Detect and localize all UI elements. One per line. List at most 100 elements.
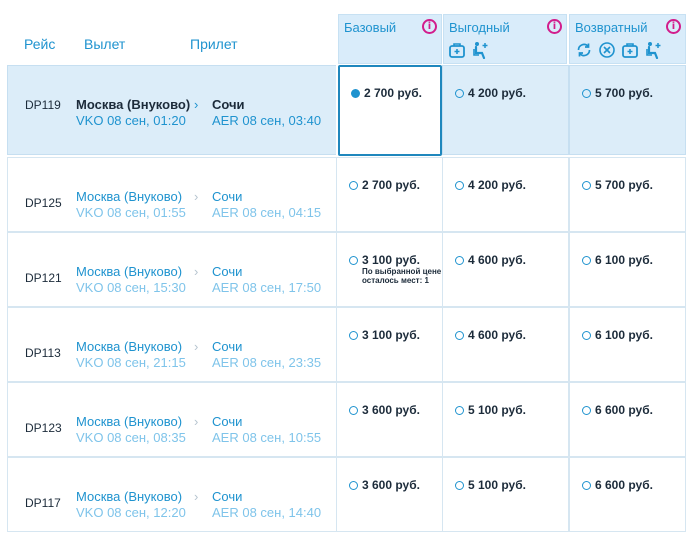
fare-price: 3 600 руб. bbox=[349, 403, 420, 417]
fare-cell-profitable[interactable]: 4 200 руб. bbox=[442, 65, 569, 155]
fare-cell-profitable[interactable]: 4 200 руб. bbox=[442, 157, 569, 232]
fare-price: 6 600 руб. bbox=[582, 403, 653, 417]
arrival-info: Сочи AER 08 сен, 23:35 bbox=[212, 339, 332, 371]
radio-icon[interactable] bbox=[455, 330, 464, 340]
fare-cell-basic[interactable]: 3 600 руб. bbox=[336, 382, 443, 457]
fare-cell-basic[interactable]: 3 100 руб. По выбранной цене осталось ме… bbox=[336, 232, 443, 307]
departure-info: Москва (Внуково) VKO 08 сен, 08:35 bbox=[76, 414, 194, 446]
refund-icon bbox=[599, 42, 615, 58]
radio-icon[interactable] bbox=[349, 480, 358, 490]
departure-time: VKO 08 сен, 12:20 bbox=[76, 505, 186, 520]
chevron-right-icon: › bbox=[194, 414, 199, 429]
flight-row[interactable]: DP125 Москва (Внуково) VKO 08 сен, 01:55… bbox=[7, 157, 336, 232]
arrival-time: AER 08 сен, 03:40 bbox=[212, 113, 322, 128]
fare-cell-profitable[interactable]: 5 100 руб. bbox=[442, 382, 569, 457]
fare-cell-profitable[interactable]: 5 100 руб. bbox=[442, 457, 569, 532]
radio-icon[interactable] bbox=[455, 180, 464, 190]
fare-price: 6 600 руб. bbox=[582, 478, 653, 492]
arrival-time: AER 08 сен, 17:50 bbox=[212, 280, 322, 295]
arrival-info: Сочи AER 08 сен, 04:15 bbox=[212, 189, 332, 221]
fare-cell-basic[interactable]: 3 600 руб. bbox=[336, 457, 443, 532]
flight-number: DP119 bbox=[25, 98, 61, 112]
radio-selected-icon[interactable] bbox=[351, 88, 360, 98]
departure-time: VKO 08 сен, 15:30 bbox=[76, 280, 186, 295]
info-icon[interactable]: i bbox=[666, 19, 681, 34]
flight-row[interactable]: DP113 Москва (Внуково) VKO 08 сен, 21:15… bbox=[7, 307, 336, 382]
arrival-city: Сочи bbox=[212, 414, 243, 429]
fare-header-basic: Базовый i bbox=[338, 14, 442, 64]
radio-icon[interactable] bbox=[455, 405, 464, 415]
arrival-city: Сочи bbox=[212, 97, 245, 112]
exchange-icon bbox=[577, 43, 591, 57]
radio-icon[interactable] bbox=[582, 88, 591, 98]
flight-row[interactable]: DP119 Москва (Внуково) VKO 08 сен, 01:20… bbox=[7, 65, 336, 155]
arrival-city: Сочи bbox=[212, 264, 243, 279]
flight-row[interactable]: DP121 Москва (Внуково) VKO 08 сен, 15:30… bbox=[7, 232, 336, 307]
fare-cell-profitable[interactable]: 4 600 руб. bbox=[442, 307, 569, 382]
departure-info: Москва (Внуково) VKO 08 сен, 12:20 bbox=[76, 489, 194, 521]
flight-number: DP113 bbox=[25, 346, 61, 360]
fare-cell-basic[interactable]: 2 700 руб. bbox=[338, 65, 442, 156]
info-icon[interactable]: i bbox=[547, 19, 562, 34]
fare-cell-return[interactable]: 6 100 руб. bbox=[569, 307, 686, 382]
luggage-icon bbox=[449, 43, 465, 58]
radio-icon[interactable] bbox=[582, 330, 591, 340]
arrival-city: Сочи bbox=[212, 339, 243, 354]
departure-city: Москва (Внуково) bbox=[76, 339, 183, 354]
fare-price: 4 600 руб. bbox=[455, 253, 526, 267]
radio-icon[interactable] bbox=[582, 405, 591, 415]
departure-time: VKO 08 сен, 08:35 bbox=[76, 430, 186, 445]
radio-icon[interactable] bbox=[455, 480, 464, 490]
radio-icon[interactable] bbox=[455, 255, 464, 265]
departure-time: VKO 08 сен, 01:55 bbox=[76, 205, 186, 220]
header-arrival: Прилет bbox=[190, 36, 238, 52]
arrival-time: AER 08 сен, 14:40 bbox=[212, 505, 322, 520]
radio-icon[interactable] bbox=[349, 255, 358, 265]
fare-price: 6 100 руб. bbox=[582, 328, 653, 342]
radio-icon[interactable] bbox=[455, 88, 464, 98]
flight-number: DP125 bbox=[25, 196, 62, 210]
fare-price: 5 100 руб. bbox=[455, 403, 526, 417]
fare-price: 5 700 руб. bbox=[582, 178, 653, 192]
fare-cell-return[interactable]: 6 100 руб. bbox=[569, 232, 686, 307]
arrival-time: AER 08 сен, 04:15 bbox=[212, 205, 322, 220]
luggage-icon bbox=[622, 43, 638, 58]
fare-cell-return[interactable]: 5 700 руб. bbox=[569, 65, 686, 155]
fare-price: 4 200 руб. bbox=[455, 178, 526, 192]
arrival-city: Сочи bbox=[212, 189, 243, 204]
flight-row[interactable]: DP117 Москва (Внуково) VKO 08 сен, 12:20… bbox=[7, 457, 336, 532]
flight-row[interactable]: DP123 Москва (Внуково) VKO 08 сен, 08:35… bbox=[7, 382, 336, 457]
fare-price: 4 200 руб. bbox=[455, 86, 526, 100]
radio-icon[interactable] bbox=[582, 180, 591, 190]
fare-cell-return[interactable]: 6 600 руб. bbox=[569, 382, 686, 457]
info-icon[interactable]: i bbox=[422, 19, 437, 34]
radio-icon[interactable] bbox=[582, 480, 591, 490]
fare-cell-basic[interactable]: 2 700 руб. bbox=[336, 157, 443, 232]
arrival-info: Сочи AER 08 сен, 17:50 bbox=[212, 264, 332, 296]
chevron-right-icon: › bbox=[194, 339, 199, 354]
fare-price: 4 600 руб. bbox=[455, 328, 526, 342]
fare-price: 2 700 руб. bbox=[351, 86, 422, 100]
fare-cell-basic[interactable]: 3 100 руб. bbox=[336, 307, 443, 382]
radio-icon[interactable] bbox=[349, 180, 358, 190]
arrival-info: Сочи AER 08 сен, 14:40 bbox=[212, 489, 332, 521]
fare-name: Базовый bbox=[344, 20, 397, 35]
chevron-right-icon: › bbox=[194, 189, 199, 204]
departure-time: VKO 08 сен, 01:20 bbox=[76, 113, 186, 128]
arrival-time: AER 08 сен, 23:35 bbox=[212, 355, 322, 370]
header-flight: Рейс bbox=[24, 36, 56, 52]
fare-price: 5 700 руб. bbox=[582, 86, 653, 100]
radio-icon[interactable] bbox=[349, 330, 358, 340]
fare-cell-return[interactable]: 5 700 руб. bbox=[569, 157, 686, 232]
arrival-info: Сочи AER 08 сен, 10:55 bbox=[212, 414, 332, 446]
seat-selection-icon bbox=[473, 42, 488, 59]
fare-cell-profitable[interactable]: 4 600 руб. bbox=[442, 232, 569, 307]
radio-icon[interactable] bbox=[349, 405, 358, 415]
radio-icon[interactable] bbox=[582, 255, 591, 265]
fare-cell-return[interactable]: 6 600 руб. bbox=[569, 457, 686, 532]
seat-selection-icon bbox=[646, 42, 661, 59]
fare-name: Выгодный bbox=[449, 20, 510, 35]
departure-city: Москва (Внуково) bbox=[76, 97, 191, 112]
departure-info: Москва (Внуково) VKO 08 сен, 01:20 bbox=[76, 97, 194, 129]
